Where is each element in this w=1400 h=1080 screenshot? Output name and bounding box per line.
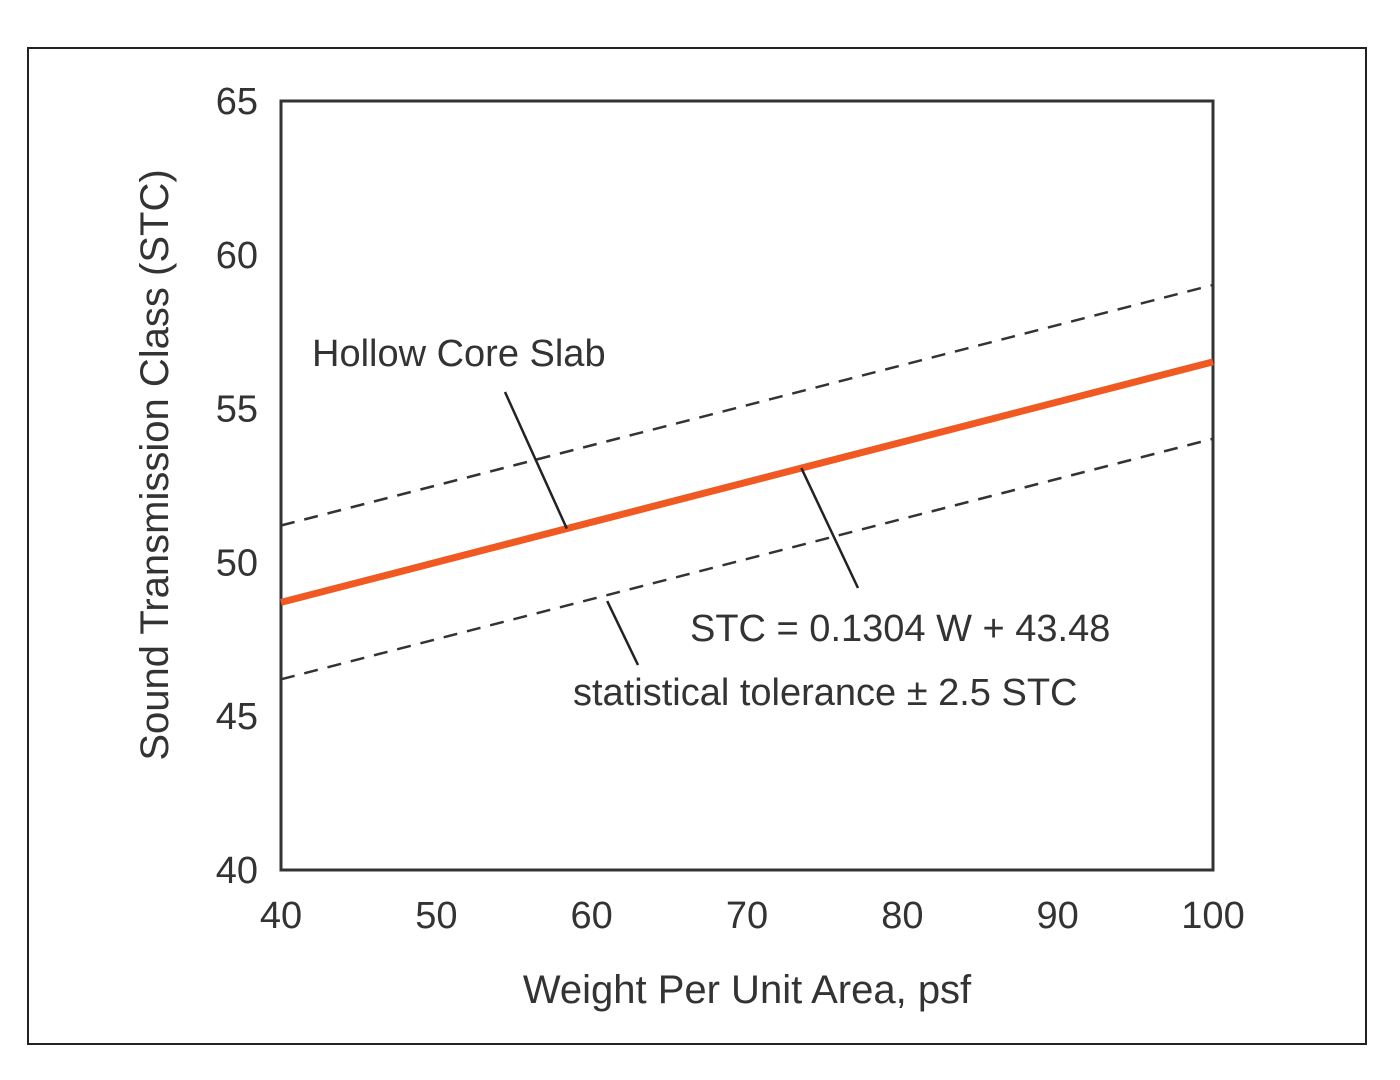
annotation-stc-equation: STC = 0.1304 W + 43.48	[690, 608, 1110, 650]
stc-regression-line	[280, 358, 1214, 606]
y-tick-label: 40	[216, 850, 258, 892]
x-axis-title: Weight Per Unit Area, psf	[523, 968, 972, 1012]
x-tick-label: 60	[571, 895, 613, 937]
leader-hollow-core-slab	[503, 391, 568, 530]
y-axis-title: Sound Transmission Class (STC)	[133, 169, 177, 760]
annotation-hollow-core-slab: Hollow Core Slab	[312, 333, 606, 375]
x-tick-label: 100	[1181, 895, 1244, 937]
leader-stc-equation	[800, 467, 860, 589]
x-tick-label: 90	[1037, 895, 1079, 937]
y-tick-label: 50	[216, 542, 258, 584]
x-tick-label: 70	[726, 895, 768, 937]
annotation-statistical-tolerance: statistical tolerance ± 2.5 STC	[573, 672, 1078, 714]
upper-tolerance-line	[280, 283, 1214, 527]
x-tick-label: 40	[260, 895, 302, 937]
y-tick-label: 65	[216, 81, 258, 123]
x-tick-label: 80	[881, 895, 923, 937]
plot-area	[279, 99, 1215, 872]
chart-frame	[27, 47, 1367, 1045]
x-tick-label: 50	[415, 895, 457, 937]
leader-statistical-tolerance	[606, 600, 640, 666]
y-tick-label: 55	[216, 389, 258, 431]
y-tick-label: 45	[216, 696, 258, 738]
lower-tolerance-line	[280, 437, 1214, 681]
y-tick-label: 60	[216, 235, 258, 277]
